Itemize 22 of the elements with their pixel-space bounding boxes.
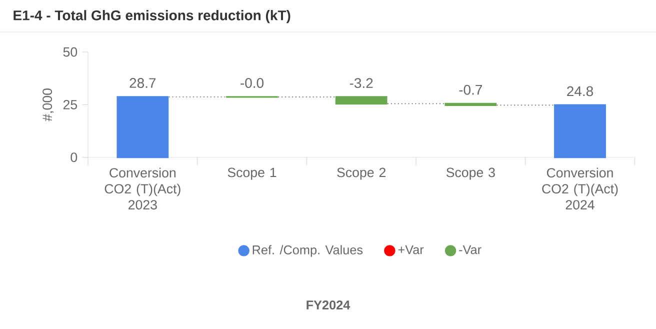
bar	[335, 96, 388, 104]
data-label: 24.8	[567, 86, 594, 96]
x-tick-label: Scope 3	[446, 168, 495, 180]
data-label: 28.7	[130, 78, 156, 88]
data-label: -3.2	[350, 78, 373, 88]
y-tick-label: 0	[70, 152, 78, 162]
x-tick-label: Scope 1	[228, 168, 276, 180]
data-label: -0.0	[240, 78, 264, 88]
x-tick-label: Scope 2	[337, 168, 386, 180]
bar	[554, 104, 606, 158]
y-tick-label: 25	[63, 100, 78, 110]
chart-title: E1-4 - Total GhG emissions reduction (kT)	[14, 10, 290, 24]
legend-label: -Var	[459, 245, 482, 254]
legend-label: Ref. /Comp. Values	[252, 245, 363, 257]
x-tick-label: Conversion CO2 (T)(Act) 2024	[542, 168, 618, 210]
data-label: -0.7	[459, 84, 482, 95]
y-tick-label: 50	[63, 47, 78, 57]
text: FY2024	[306, 300, 350, 310]
y-axis-title: #,000	[42, 88, 54, 122]
legend-label: +Var	[398, 245, 424, 254]
bar	[116, 96, 169, 158]
x-tick-label: Conversion CO2 (T)(Act) 2023	[104, 168, 180, 210]
